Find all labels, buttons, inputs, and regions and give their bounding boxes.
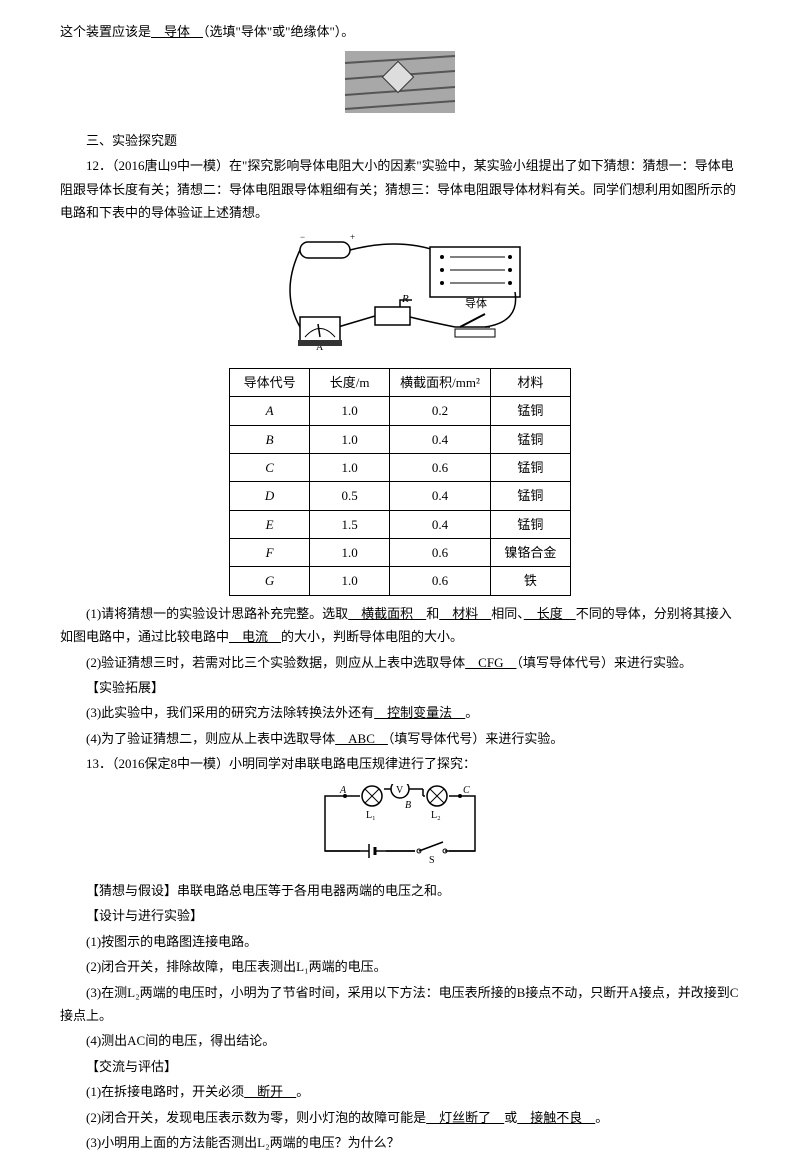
table-header-row: 导体代号 长度/m 横截面积/mm² 材料 bbox=[230, 368, 571, 396]
q13-design-label: 【设计与进行实验】 bbox=[60, 904, 740, 927]
q13-d4: (4)测出AC间的电压，得出结论。 bbox=[60, 1029, 740, 1052]
svg-text:B: B bbox=[405, 800, 411, 811]
svg-text:C: C bbox=[463, 785, 470, 796]
q13-body: 13．（2016保定8中一模）小明同学对串联电路电压规律进行了探究： bbox=[60, 752, 740, 775]
q13-e1: (1)在拆接电路时，开关必须 断开 。 bbox=[60, 1080, 740, 1103]
svg-text:+: + bbox=[350, 232, 355, 242]
section3-title: 三、实验探究题 bbox=[60, 129, 740, 152]
table-row: D0.50.4锰铜 bbox=[230, 482, 571, 510]
table-row: F1.00.6镍铬合金 bbox=[230, 539, 571, 567]
svg-text:S: S bbox=[429, 855, 435, 864]
svg-text:−: − bbox=[300, 232, 305, 242]
q13-d2: (2)闭合开关，排除故障，电压表测出L₁两端的电压。 bbox=[60, 955, 740, 978]
svg-text:L₁: L₁ bbox=[366, 810, 376, 821]
q13-src: （2016保定8中一模） bbox=[112, 756, 229, 771]
table-row: B1.00.4锰铜 bbox=[230, 425, 571, 453]
svg-text:L₂: L₂ bbox=[431, 810, 441, 821]
svg-text:A: A bbox=[339, 785, 347, 796]
table-row: A1.00.2锰铜 bbox=[230, 397, 571, 425]
conductor-table: 导体代号 长度/m 横截面积/mm² 材料 A1.00.2锰铜 B1.00.4锰… bbox=[229, 368, 571, 596]
figure-circuit-2: V A B C L₁ L₂ S bbox=[60, 784, 740, 871]
svg-text:V: V bbox=[396, 785, 404, 796]
q13-hyp: 【猜想与假设】串联电路总电压等于各用电器两端的电压之和。 bbox=[60, 879, 740, 902]
q13-d1: (1)按图示的电路图连接电路。 bbox=[60, 930, 740, 953]
q13-d3: (3)在测L₂两端的电压时，小明为了节省时间，采用以下方法：电压表所接的B接点不… bbox=[60, 981, 740, 1028]
q13-num: 13． bbox=[86, 756, 112, 771]
table-row: E1.50.4锰铜 bbox=[230, 510, 571, 538]
th-material: 材料 bbox=[490, 368, 570, 396]
table-row: G1.00.6铁 bbox=[230, 567, 571, 595]
q12-body: 12．（2016唐山9中一模）在"探究影响导体电阻大小的因素"实验中，某实验小组… bbox=[60, 154, 740, 224]
svg-text:R: R bbox=[401, 293, 409, 305]
q12-p1: (1)请将猜想一的实验设计思路补充完整。选取 横截面积 和 材料 相同、 长度 … bbox=[60, 602, 740, 649]
q12-p2: (2)验证猜想三时，若需对比三个实验数据，则应从上表中选取导体 CFG （填写导… bbox=[60, 651, 740, 674]
q13-eval-label: 【交流与评估】 bbox=[60, 1055, 740, 1078]
q12-p3: (3)此实验中，我们采用的研究方法除转换法外还有 控制变量法 。 bbox=[60, 701, 740, 724]
q12-p4: (4)为了验证猜想二，则应从上表中选取导体 ABC （填写导体代号）来进行实验。 bbox=[60, 727, 740, 750]
th-code: 导体代号 bbox=[230, 368, 310, 396]
svg-text:导体: 导体 bbox=[465, 296, 487, 310]
q13-e3: (3)小明用上面的方法能否测出L₂两端的电压？为什么？ bbox=[60, 1131, 740, 1154]
q12-num: 12． bbox=[86, 158, 112, 173]
q13-text: 小明同学对串联电路电压规律进行了探究： bbox=[229, 756, 476, 771]
figure-circuit-1: − + 导体 R A bbox=[60, 232, 740, 359]
q13-e2: (2)闭合开关，发现电压表示数为零，则小灯泡的故障可能是 灯丝断了 或 接触不良… bbox=[60, 1106, 740, 1129]
intro-line: 这个装置应该是 导体 （选填"导体"或"绝缘体"）。 bbox=[60, 20, 740, 43]
q12-ext-label: 【实验拓展】 bbox=[60, 676, 740, 699]
th-length: 长度/m bbox=[310, 368, 390, 396]
table-row: C1.00.6锰铜 bbox=[230, 453, 571, 481]
figure-wires bbox=[60, 51, 740, 120]
intro-pre: 这个装置应该是 bbox=[60, 24, 151, 39]
intro-ans: 导体 bbox=[151, 24, 203, 39]
intro-post: （选填"导体"或"绝缘体"）。 bbox=[203, 24, 354, 39]
q12-src: （2016唐山9中一模） bbox=[112, 158, 229, 173]
th-area: 横截面积/mm² bbox=[390, 368, 491, 396]
